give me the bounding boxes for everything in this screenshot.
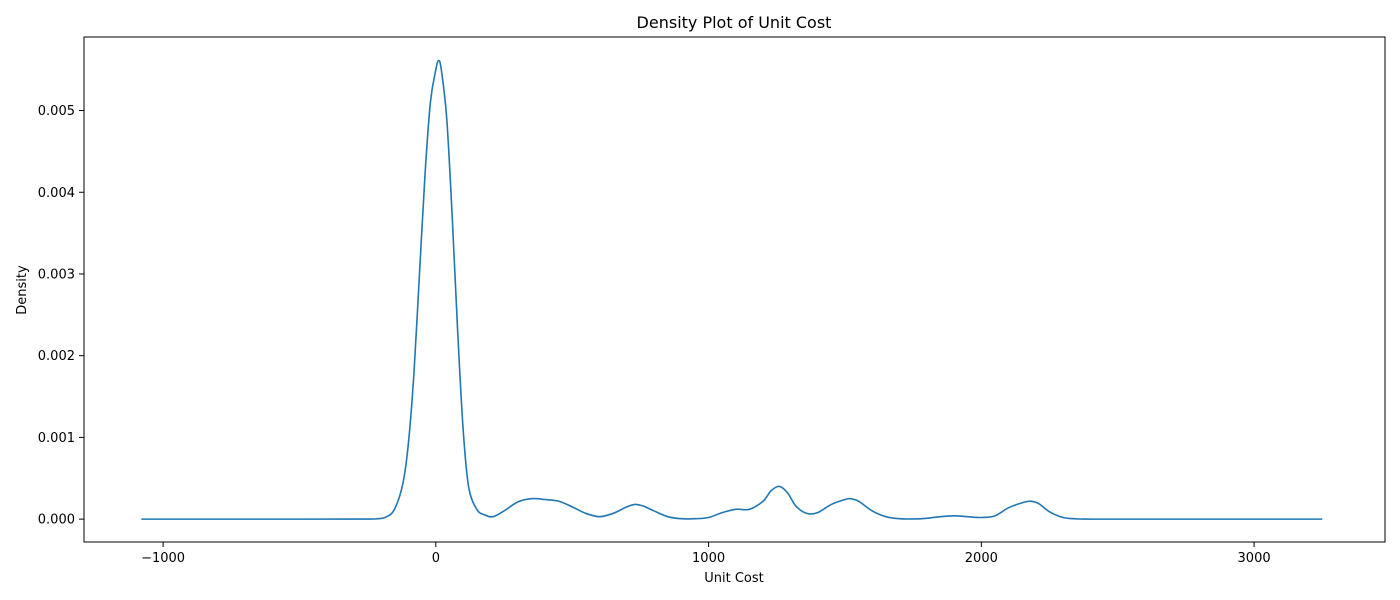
y-tick-label: 0.005 [38,104,75,119]
y-axis: 0.000 0.001 0.002 0.003 0.004 0.005 [38,104,84,528]
y-tick-label: 0.002 [38,349,75,364]
y-tick-label: 0.004 [38,186,75,201]
x-axis-title: Unit Cost [704,571,764,586]
x-tick-label: 3000 [1238,551,1271,566]
y-tick-label: 0.001 [38,431,75,446]
y-tick-label: 0.000 [38,513,75,528]
x-axis: −1000 0 1000 2000 3000 [141,542,1271,566]
x-tick-label: 0 [432,551,440,566]
x-tick-label: 1000 [692,551,725,566]
density-line [141,59,1323,520]
y-tick-label: 0.003 [38,267,75,282]
x-tick-label: 2000 [965,551,998,566]
x-tick-label: −1000 [141,551,185,566]
chart-title: Density Plot of Unit Cost [637,13,832,32]
y-axis-title: Density [15,265,30,315]
plot-frame [83,36,1386,543]
